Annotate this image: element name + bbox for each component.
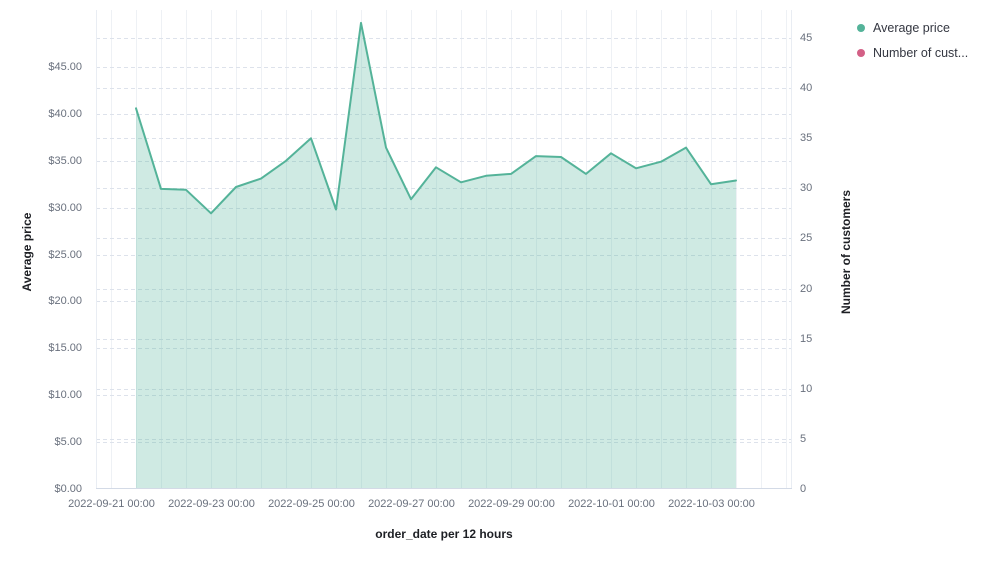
series-color-dot-icon	[857, 49, 865, 57]
plot-area[interactable]	[96, 10, 792, 489]
x-tick-label: 2022-10-01 00:00	[568, 498, 655, 510]
y-right-tick-label: 25	[800, 232, 813, 245]
y-right-tick-label: 30	[800, 182, 813, 195]
y-right-tick-label: 5	[800, 432, 807, 445]
area-line	[135, 21, 737, 215]
y-left-tick-label: $45.00	[48, 61, 82, 73]
y-right-tick-label: 10	[800, 382, 813, 395]
y-right-tick-label: 20	[800, 282, 813, 295]
y-left-tick-label: $10.00	[48, 389, 82, 402]
y-left-tick-label: $40.00	[48, 107, 82, 120]
area-chart	[96, 10, 792, 489]
x-tick-label: 2022-10-03 00:00	[668, 498, 755, 510]
x-axis-title: order_date per 12 hours	[375, 527, 513, 541]
y-right-tick-label: 45	[800, 32, 813, 44]
y-left-tick-label: $25.00	[48, 248, 82, 261]
y-left-tick-label: $30.00	[48, 201, 82, 214]
y-right-tick-label: 0	[800, 483, 807, 495]
y-left-tick-label: $5.00	[54, 436, 82, 449]
legend-item-average-price[interactable]: Average price	[857, 20, 968, 36]
x-tick-label: 2022-09-21 00:00	[68, 498, 155, 510]
legend: Average price Number of cust...	[857, 20, 968, 61]
x-tick-label: 2022-09-27 00:00	[368, 498, 455, 510]
right-axis-title: Number of customers	[839, 189, 853, 315]
area-fill	[136, 22, 736, 489]
y-left-tick-label: $0.00	[54, 483, 82, 495]
left-axis-title: Average price	[20, 212, 34, 292]
legend-item-number-of-customers[interactable]: Number of cust...	[857, 45, 968, 61]
y-right-tick-label: 40	[800, 82, 813, 95]
series-color-dot-icon	[857, 24, 865, 32]
x-tick-label: 2022-09-25 00:00	[268, 498, 355, 510]
y-right-tick-label: 35	[800, 132, 813, 145]
y-right-tick-label: 15	[800, 332, 813, 345]
y-left-tick-label: $35.00	[48, 154, 82, 167]
x-tick-label: 2022-09-29 00:00	[468, 498, 555, 510]
y-left-tick-label: $20.00	[48, 295, 82, 308]
legend-item-label: Average price	[873, 21, 950, 35]
y-left-tick-label: $15.00	[48, 342, 82, 355]
x-tick-label: 2022-09-23 00:00	[168, 498, 255, 510]
legend-item-label: Number of cust...	[873, 46, 969, 60]
